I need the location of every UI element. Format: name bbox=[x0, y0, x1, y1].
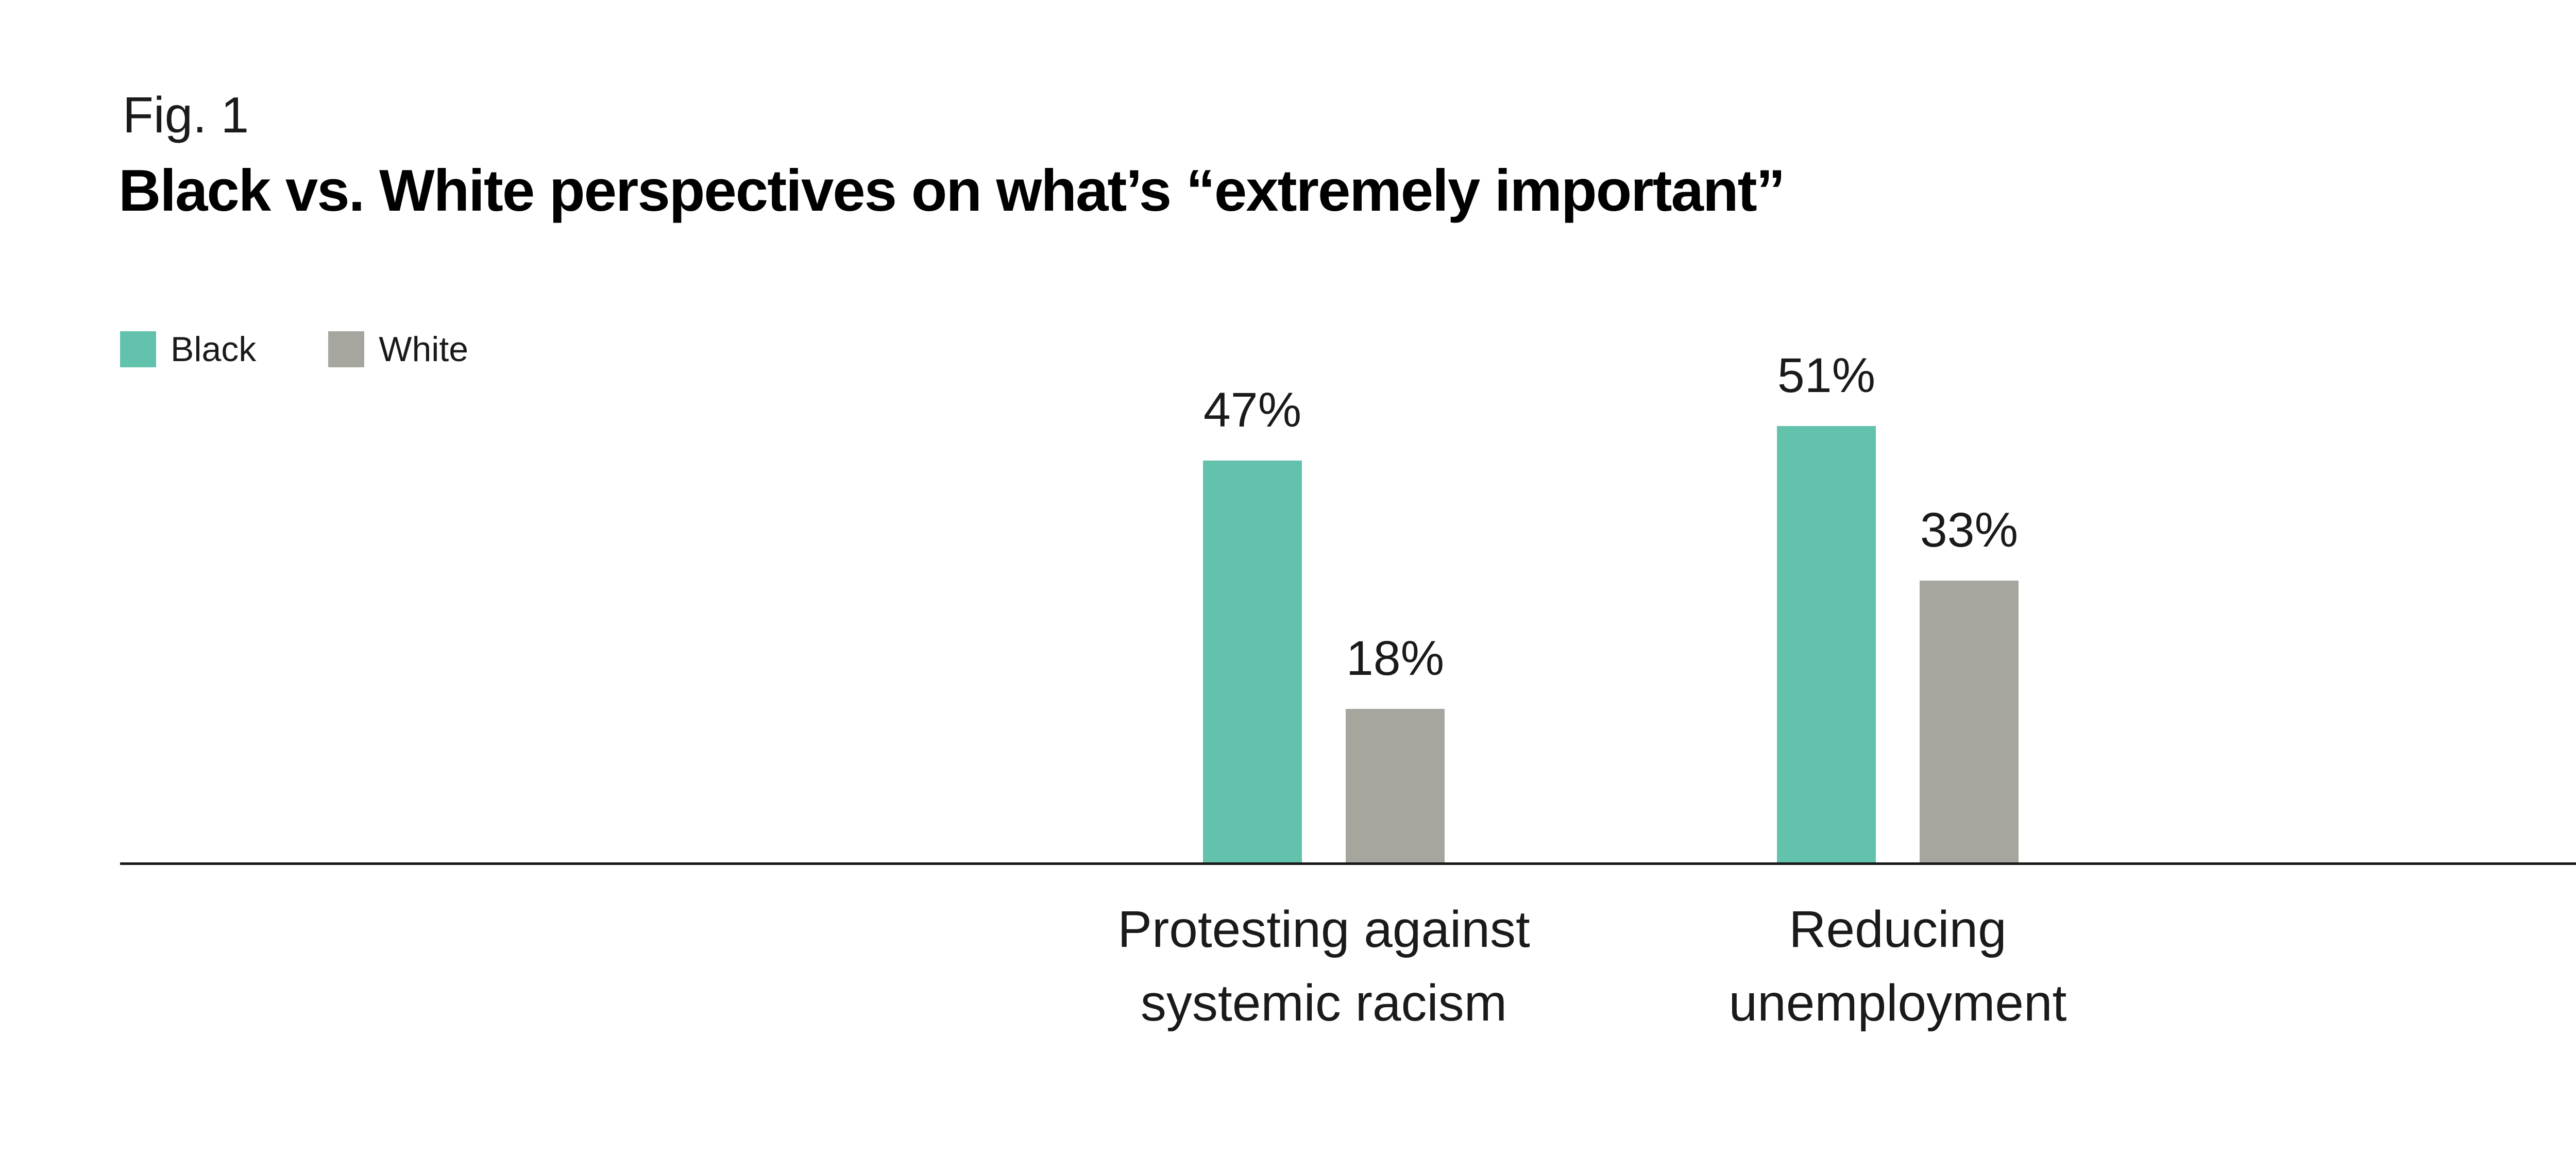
value-label-white-group1: 18% bbox=[1346, 631, 1445, 686]
category-label-line: unemployment bbox=[1728, 974, 2067, 1032]
value-label-black-group2: 51% bbox=[1777, 348, 1876, 403]
legend-item-black: Black bbox=[120, 331, 256, 367]
category-label-line: Protesting against bbox=[1117, 901, 1530, 958]
value-label-white-group2: 33% bbox=[1920, 503, 2019, 557]
legend-swatch-white bbox=[328, 331, 365, 367]
legend-swatch-black bbox=[120, 331, 156, 367]
legend-label-black: Black bbox=[171, 330, 257, 369]
legend-label-white: White bbox=[379, 330, 469, 369]
category-label-line: Reducing bbox=[1789, 901, 2007, 958]
bar-black-group1 bbox=[1203, 461, 1302, 863]
value-label-black-group1: 47% bbox=[1203, 383, 1302, 437]
bar-white-group1 bbox=[1346, 709, 1445, 863]
legend: Black White bbox=[120, 331, 468, 367]
category-label-group2: Reducing unemployment bbox=[1537, 893, 2259, 1040]
chart-title: Black vs. White perspectives on what’s “… bbox=[118, 158, 1786, 224]
bar-black-group2 bbox=[1777, 426, 1876, 863]
category-label-group1: Protesting against systemic racism bbox=[963, 893, 1685, 1040]
legend-item-white: White bbox=[328, 331, 468, 367]
x-axis-baseline bbox=[120, 862, 2576, 865]
figure-number-label: Fig. 1 bbox=[123, 87, 249, 143]
bar-white-group2 bbox=[1920, 581, 2019, 863]
category-label-line: systemic racism bbox=[1140, 974, 1507, 1032]
